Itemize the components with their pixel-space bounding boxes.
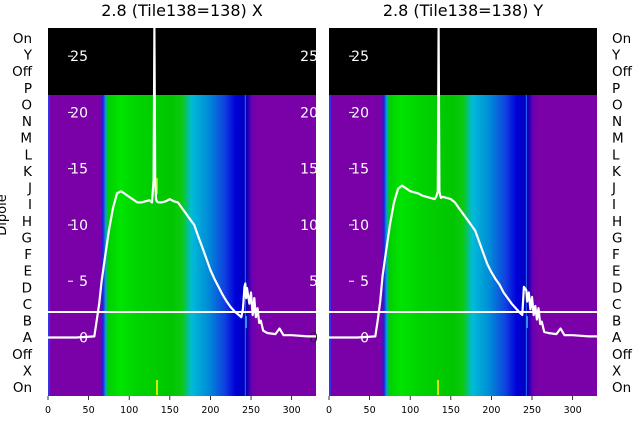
overlay-tick-label: 20 bbox=[351, 105, 369, 121]
overlay-tick-label: 10 bbox=[300, 218, 318, 234]
dipole-label: O bbox=[612, 97, 623, 113]
dipole-label: A bbox=[23, 330, 33, 346]
dipole-label: F bbox=[612, 247, 620, 263]
x-tick-label: 300 bbox=[564, 405, 582, 416]
heatmap-hotspot bbox=[526, 316, 528, 328]
dipole-label: G bbox=[22, 230, 32, 246]
overlay-tick-label: 15 bbox=[300, 162, 318, 178]
dipole-label: B bbox=[23, 314, 32, 330]
heatmap-hotspot bbox=[437, 380, 440, 395]
overlay-tick-label: 15 bbox=[351, 162, 369, 178]
overlay-tick-label: 10 bbox=[70, 218, 88, 234]
overlay-tick-label: 0 bbox=[79, 330, 88, 346]
dipole-label: Off bbox=[612, 347, 633, 363]
dipole-label: Y bbox=[23, 48, 33, 64]
dipole-label: N bbox=[612, 114, 622, 130]
dipole-label: E bbox=[612, 264, 621, 280]
x-tick-label: 150 bbox=[442, 405, 460, 416]
dipole-label: P bbox=[24, 81, 32, 97]
panel-title: 2.8 (Tile138=138) X bbox=[101, 1, 263, 20]
panel-title: 2.8 (Tile138=138) Y bbox=[383, 1, 544, 20]
dipole-label: Off bbox=[12, 347, 33, 363]
dipole-label: F bbox=[24, 247, 32, 263]
overlay-tick-label: 5 bbox=[79, 274, 88, 290]
overlay-tick-label: 5 bbox=[360, 274, 369, 290]
overlay-tick-label: 15 bbox=[70, 162, 88, 178]
x-tick-label: 200 bbox=[482, 405, 500, 416]
dipole-label: On bbox=[13, 31, 32, 47]
dipole-label: D bbox=[22, 280, 32, 296]
heatmap-hotspot bbox=[245, 316, 247, 328]
spectrum-line bbox=[48, 26, 316, 339]
dipole-label: G bbox=[612, 230, 622, 246]
overlay-tick-label: 10 bbox=[351, 218, 369, 234]
x-tick-label: 300 bbox=[283, 405, 301, 416]
dipole-label: H bbox=[612, 214, 622, 230]
dipole-label: B bbox=[612, 314, 621, 330]
dipole-label: C bbox=[612, 297, 621, 313]
x-tick-label: 50 bbox=[83, 405, 95, 416]
dipole-label: X bbox=[612, 363, 621, 379]
overlay-tick-label: 20 bbox=[70, 105, 88, 121]
heatmap-hotspot bbox=[156, 178, 159, 194]
dipole-label: I bbox=[612, 197, 616, 213]
x-tick-label: 0 bbox=[326, 405, 332, 416]
dipole-label: L bbox=[612, 147, 620, 163]
x-tick-label: 250 bbox=[523, 405, 541, 416]
dipole-label: M bbox=[20, 131, 32, 147]
dipole-label: C bbox=[23, 297, 32, 313]
dipole-label: I bbox=[28, 197, 32, 213]
dipole-label: K bbox=[23, 164, 33, 180]
heatmap-band bbox=[48, 95, 316, 396]
overlay-tick-label: 25 bbox=[70, 49, 88, 65]
heatmap-band bbox=[329, 95, 597, 396]
x-tick-label: 150 bbox=[161, 405, 179, 416]
dipole-label: J bbox=[27, 181, 32, 197]
x-tick-label: 0 bbox=[45, 405, 51, 416]
overlay-tick-label: 25 bbox=[300, 49, 318, 65]
dipole-label: J bbox=[611, 181, 616, 197]
dipole-label: K bbox=[612, 164, 622, 180]
dipole-label: Off bbox=[612, 64, 633, 80]
dipole-label: E bbox=[23, 264, 32, 280]
x-tick-label: 100 bbox=[120, 405, 138, 416]
y-axis-label: Dipole bbox=[0, 194, 10, 235]
dipole-label: H bbox=[22, 214, 32, 230]
dipole-label: On bbox=[612, 31, 631, 47]
dipole-label: L bbox=[24, 147, 32, 163]
dipole-label: Off bbox=[12, 64, 33, 80]
x-tick-label: 200 bbox=[201, 405, 219, 416]
overlay-tick-label: 0 bbox=[309, 330, 318, 346]
dipole-label: O bbox=[21, 97, 32, 113]
overlay-tick-label: 5 bbox=[309, 274, 318, 290]
dipole-label: X bbox=[23, 363, 32, 379]
spectrum-line bbox=[329, 26, 597, 339]
heatmap-hotspot bbox=[156, 380, 159, 395]
dipole-label: On bbox=[612, 380, 631, 396]
inactive-band bbox=[329, 28, 597, 95]
inactive-band bbox=[48, 28, 316, 95]
dipole-label: D bbox=[612, 280, 622, 296]
x-tick-label: 100 bbox=[401, 405, 419, 416]
x-tick-label: 250 bbox=[242, 405, 260, 416]
overlay-tick-label: 20 bbox=[300, 105, 318, 121]
dipole-label: A bbox=[612, 330, 622, 346]
dipole-label: M bbox=[612, 131, 624, 147]
dipole-label: N bbox=[22, 114, 32, 130]
overlay-tick-label: 0 bbox=[360, 330, 369, 346]
dipole-label: P bbox=[612, 81, 620, 97]
overlay-tick-label: 25 bbox=[351, 49, 369, 65]
dipole-label: Y bbox=[611, 48, 621, 64]
dipole-label: On bbox=[13, 380, 32, 396]
x-tick-label: 50 bbox=[364, 405, 376, 416]
